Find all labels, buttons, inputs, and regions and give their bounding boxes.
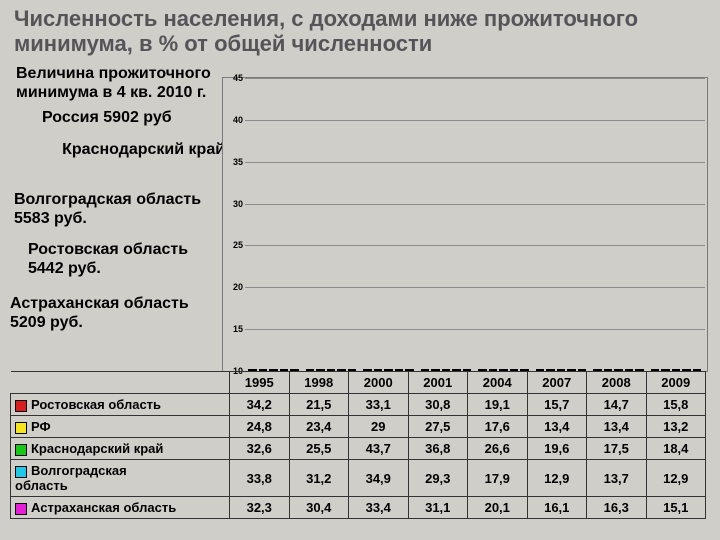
legend-swatch	[15, 400, 27, 412]
sidebar-volgograd: Волгоградская область 5583 руб.	[14, 190, 234, 228]
bar-chart: 1015202530354045	[222, 77, 708, 372]
sidebar-rostov: Ростовская область 5442 руб.	[28, 240, 228, 278]
legend-swatch	[15, 422, 27, 434]
table-row: Ростовская область34,221,533,130,819,115…	[11, 394, 706, 416]
table-row: Волгоградская область33,831,234,929,317,…	[11, 460, 706, 497]
legend-swatch	[15, 503, 27, 515]
sidebar-intro: Величина прожиточного минимума в 4 кв. 2…	[16, 64, 246, 102]
table-row: РФ24,823,42927,517,613,413,413,2	[11, 416, 706, 438]
table-row: Краснодарский край32,625,543,736,826,619…	[11, 438, 706, 460]
chart-title: Численность населения, с доходами ниже п…	[14, 6, 704, 57]
legend-swatch	[15, 466, 27, 478]
table-row: Астраханская область32,330,433,431,120,1…	[11, 497, 706, 519]
sidebar-russia: Россия 5902 руб	[42, 108, 172, 127]
plot-area	[245, 78, 705, 371]
data-table: 1995 1998 2000 2001 2004 2007 2008 2009 …	[10, 371, 706, 519]
legend-swatch	[15, 444, 27, 456]
table-header: 1995 1998 2000 2001 2004 2007 2008 2009	[11, 372, 706, 394]
sidebar-astrakhan: Астраханская область 5209 руб.	[10, 294, 230, 332]
slide: Численность населения, с доходами ниже п…	[0, 0, 720, 540]
